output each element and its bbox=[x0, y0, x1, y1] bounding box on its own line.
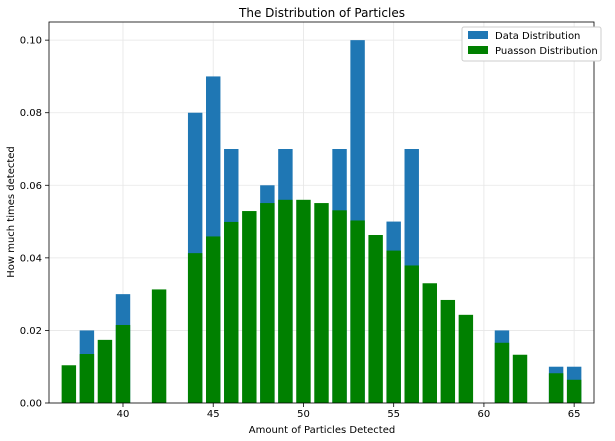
bar-puasson-distribution bbox=[404, 265, 419, 403]
y-axis-label: How much times detected bbox=[6, 146, 17, 278]
legend-box bbox=[461, 26, 602, 62]
legend-label-puasson-distribution: Puasson Distribution bbox=[495, 46, 598, 57]
bar-puasson-distribution bbox=[115, 324, 131, 403]
bar-puasson-distribution bbox=[494, 342, 510, 403]
bar-puasson-distribution bbox=[314, 203, 329, 403]
bar-puasson-distribution bbox=[350, 220, 365, 403]
y-tick-label: 0.04 bbox=[20, 253, 42, 264]
legend-swatch-puasson-distribution bbox=[468, 46, 488, 54]
bar-puasson-distribution bbox=[368, 234, 383, 403]
legend-swatch-data-distribution bbox=[468, 31, 488, 39]
bar-puasson-distribution bbox=[512, 354, 528, 403]
y-tick-label: 0.08 bbox=[20, 108, 42, 119]
bar-puasson-distribution bbox=[61, 365, 77, 403]
bar-puasson-distribution bbox=[151, 289, 167, 403]
bar-puasson-distribution bbox=[187, 253, 203, 403]
bar-puasson-distribution bbox=[260, 203, 275, 403]
axis-ticks: 40 45 50 55 60 65 0.00 0.02 0.04 0.06 0.08 0.10 bbox=[20, 36, 581, 420]
bar-puasson-distribution bbox=[332, 210, 347, 403]
bar-puasson-distribution bbox=[440, 299, 456, 403]
x-tick-label: 55 bbox=[387, 409, 400, 420]
x-tick-label: 50 bbox=[297, 409, 310, 420]
bar-puasson-distribution bbox=[386, 250, 401, 403]
y-tick-label: 0.00 bbox=[20, 399, 42, 410]
chart-title: The Distribution of Particles bbox=[238, 6, 405, 20]
bar-puasson-distribution bbox=[548, 373, 564, 403]
bar-puasson-distribution bbox=[566, 379, 582, 403]
y-tick-label: 0.06 bbox=[20, 181, 42, 192]
bar-puasson-distribution bbox=[224, 221, 239, 403]
bar-puasson-distribution bbox=[458, 314, 474, 403]
y-tick-label: 0.02 bbox=[20, 326, 42, 337]
bars bbox=[61, 40, 582, 404]
x-axis-label: Amount of Particles Detected bbox=[249, 425, 395, 436]
bar-puasson-distribution bbox=[422, 283, 437, 403]
legend-label-data-distribution: Data Distribution bbox=[495, 31, 580, 42]
bar-puasson-distribution bbox=[206, 236, 221, 403]
bar-puasson-distribution bbox=[242, 211, 257, 403]
x-tick-label: 45 bbox=[207, 409, 220, 420]
x-tick-label: 40 bbox=[117, 409, 130, 420]
y-tick-label: 0.10 bbox=[20, 36, 42, 47]
x-tick-label: 60 bbox=[478, 409, 491, 420]
x-tick-label: 65 bbox=[568, 409, 581, 420]
bar-puasson-distribution bbox=[278, 199, 293, 403]
plot-frame bbox=[48, 21, 595, 404]
bar-puasson-distribution bbox=[296, 199, 311, 403]
bar-puasson-distribution bbox=[79, 354, 95, 403]
bar-puasson-distribution bbox=[97, 339, 113, 403]
legend: Data Distribution Puasson Distribution bbox=[461, 26, 602, 62]
